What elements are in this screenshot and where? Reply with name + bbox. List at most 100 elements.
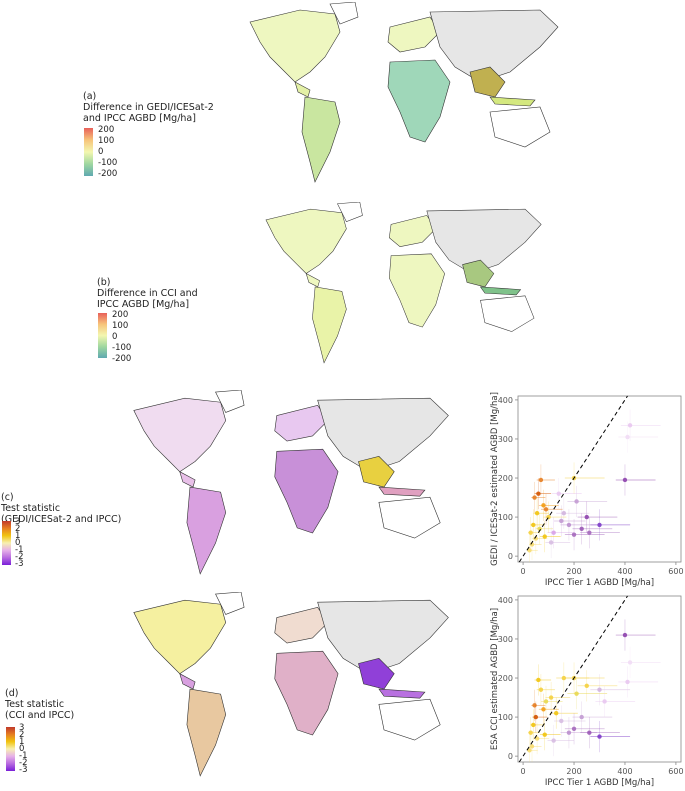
data-point: [543, 507, 549, 512]
data-point: [587, 530, 592, 535]
data-point: [548, 695, 554, 700]
colorbar-tick: 0: [112, 332, 118, 342]
x-tick-label: 200: [566, 567, 581, 576]
colorbar-tick: 3: [19, 723, 25, 733]
legend-title-line: (GEDI/ICESat-2 and IPCC): [1, 514, 122, 525]
data-point: [559, 518, 564, 524]
data-point: [531, 722, 536, 728]
data-point: [532, 703, 537, 708]
panel-d: (d) Test statistic (CCI and IPCC) 3 2 1 …: [0, 590, 685, 790]
data-point: [597, 522, 602, 528]
colorbar-tick: -3: [19, 765, 28, 775]
colorbar-tick: -2: [19, 758, 28, 768]
data-point: [574, 691, 579, 696]
world-map-c: [133, 390, 449, 575]
australia-shape: [489, 106, 551, 148]
legend-title-line: IPCC AGBD [Mg/ha]: [97, 299, 190, 310]
colorbar-tick: -100: [112, 343, 132, 353]
data-point: [566, 522, 572, 528]
data-point: [556, 491, 561, 496]
y-tick-label: 200: [498, 474, 513, 483]
x-tick-label: 400: [617, 767, 632, 776]
data-point: [571, 726, 577, 731]
southeast-asia-shape: [469, 66, 506, 98]
data-point: [536, 677, 541, 683]
colorbar-tick: 0: [19, 744, 25, 754]
asia-shape: [429, 9, 559, 83]
colorbar-b: [98, 313, 107, 358]
southeast-asia-shape: [462, 259, 495, 288]
asia-shape: [317, 599, 449, 675]
panel-a: (a) Difference in GEDI/ICESat-2 and IPCC…: [0, 0, 685, 190]
greenland-shape: [329, 2, 359, 25]
europe-shape: [388, 215, 437, 247]
north-america-shape: [265, 208, 347, 274]
central-america-shape: [179, 673, 196, 690]
data-point: [584, 683, 589, 689]
north-america-shape: [133, 397, 227, 473]
southeast-asia-shape: [358, 456, 395, 488]
central-america-shape: [294, 81, 311, 98]
scatter-plot-gedi: 0 200 400 600 0 100 200 300 400 IPCC Tier 1 AGBD …: [490, 392, 684, 588]
data-point: [587, 730, 592, 735]
data-point: [536, 491, 541, 496]
x-tick-label: 0: [521, 767, 526, 776]
data-point: [551, 738, 556, 743]
legend-title-line: Difference in CCI and: [97, 288, 198, 299]
data-point: [527, 748, 532, 753]
y-tick-label: 400: [498, 596, 513, 605]
y-tick-label: 300: [498, 635, 513, 644]
data-point: [527, 548, 532, 553]
legend-title-line: Difference in GEDI/ICESat-2: [83, 102, 214, 113]
south-america-shape: [312, 286, 347, 364]
y-tick-label: 200: [498, 674, 513, 683]
australia-shape: [480, 295, 535, 332]
world-map-d: [133, 592, 449, 777]
data-point: [597, 687, 602, 692]
central-america-shape: [305, 272, 320, 288]
x-tick-label: 0: [521, 567, 526, 576]
y-tick-label: 100: [498, 713, 513, 722]
data-point: [554, 710, 559, 716]
data-point: [534, 736, 540, 741]
data-point: [627, 423, 633, 428]
colorbar-tick: -100: [98, 158, 118, 168]
one-to-one-line: [518, 595, 628, 763]
asia-shape: [426, 208, 542, 274]
legend-title-line: and IPCC AGBD [Mg/ha]: [83, 113, 196, 124]
data-point: [625, 434, 630, 440]
x-axis-label: IPCC Tier 1 AGBD [Mg/ha]: [545, 578, 654, 588]
colorbar-a: [84, 128, 93, 176]
data-point: [584, 514, 589, 520]
southeast-asia-shape: [358, 658, 395, 690]
europe-shape: [274, 606, 329, 644]
x-axis-label: IPCC Tier 1 AGBD [Mg/ha]: [545, 778, 654, 788]
colorbar-tick: 1: [15, 531, 21, 541]
colorbar-tick: -3: [15, 559, 24, 569]
colorbar-tick: 100: [98, 136, 115, 146]
world-map-a: [249, 2, 559, 183]
colorbar-tick: 2: [19, 730, 25, 740]
south-america-shape: [186, 486, 227, 575]
data-point: [542, 534, 547, 539]
data-point: [622, 632, 628, 638]
colorbar-tick: 0: [98, 147, 104, 157]
africa-shape: [389, 253, 445, 328]
colorbar-tick: -2: [15, 552, 24, 562]
data-point: [579, 526, 584, 531]
africa-shape: [274, 650, 339, 736]
colorbar-tick: 2: [15, 524, 21, 534]
colorbar-tick: 0: [15, 538, 21, 548]
y-axis-label: ESA CCI estimated AGBD [Mg/ha]: [490, 608, 500, 750]
scatter-plot-cci: 0 200 400 600 0 100 200 300 400 IPCC Tier 1 AGBD …: [490, 595, 684, 788]
x-tick-label: 600: [668, 767, 683, 776]
data-point: [622, 477, 628, 483]
colorbar-tick: 200: [98, 125, 115, 135]
colorbar-c: [2, 521, 11, 565]
data-point: [541, 503, 546, 508]
legend-c: (c) Test statistic (GEDI/ICESat-2 and IP…: [1, 492, 121, 525]
y-tick-label: 0: [508, 552, 513, 561]
indonesia-shape: [479, 286, 522, 296]
data-point: [531, 522, 536, 528]
legend-title-line: (CCI and IPCC): [5, 710, 75, 721]
